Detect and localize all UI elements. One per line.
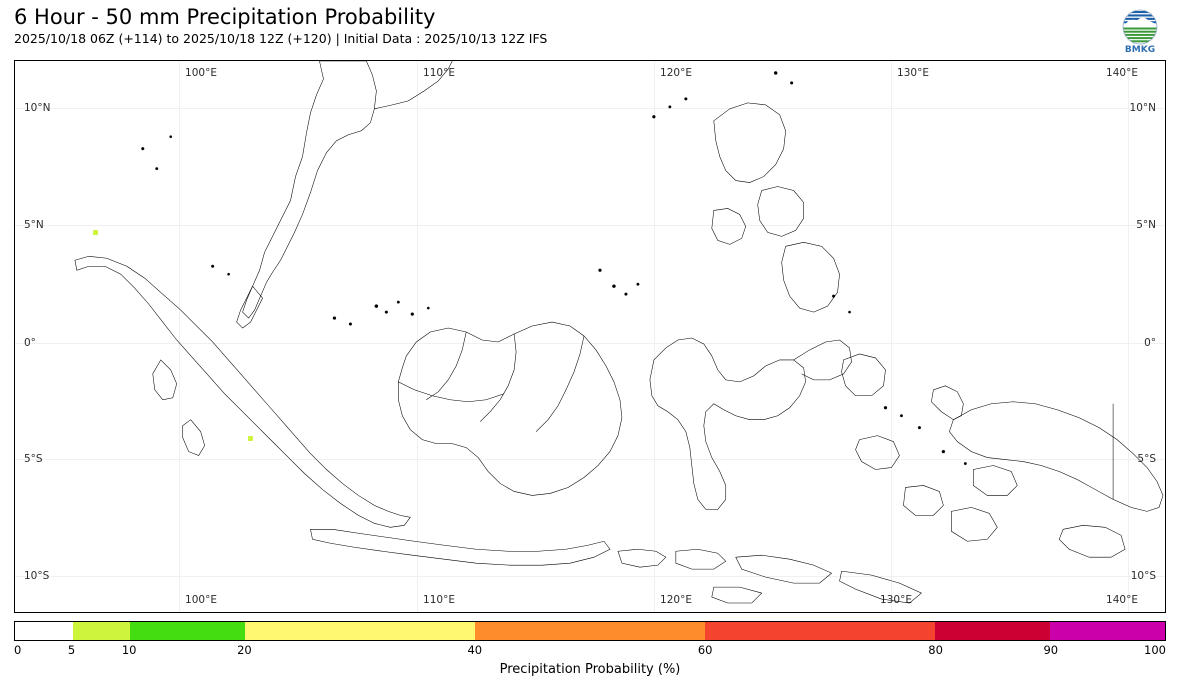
coast-sulawesi bbox=[650, 338, 806, 509]
ytick-left-10n: 10°N bbox=[24, 102, 51, 114]
colorbar-segment-10-20 bbox=[130, 622, 245, 640]
coast-palawan bbox=[712, 208, 746, 244]
ytick-left-10s: 10°S bbox=[24, 570, 50, 582]
coast-timor bbox=[840, 571, 922, 603]
colorbar-container bbox=[14, 621, 1166, 641]
gridline-lon-120 bbox=[654, 61, 655, 612]
coast-birdshead bbox=[931, 386, 963, 420]
colorbar-segment-60-80 bbox=[705, 622, 935, 640]
colorbar-tick-100: 100 bbox=[1144, 643, 1166, 657]
bmkg-logo: BMKG bbox=[1112, 6, 1168, 56]
coast-halmahera bbox=[842, 354, 886, 396]
header: 6 Hour - 50 mm Precipitation Probability… bbox=[14, 4, 1014, 47]
ytick-right-0: 0° bbox=[1144, 337, 1156, 349]
gridline-lon-130 bbox=[891, 61, 892, 612]
border-kalimantan-2 bbox=[480, 334, 516, 422]
colorbar-tick-60: 60 bbox=[697, 643, 713, 657]
colorbar-segment-20-40 bbox=[245, 622, 475, 640]
coast-vietnam bbox=[374, 61, 452, 109]
xtick-top-110e: 110°E bbox=[423, 67, 455, 79]
data-cell-high-2 bbox=[248, 436, 253, 441]
coast-mentawai bbox=[183, 420, 205, 456]
ytick-left-5n: 5°N bbox=[24, 219, 44, 231]
xtick-top-100e: 100°E bbox=[185, 67, 217, 79]
coast-aru bbox=[973, 466, 1017, 496]
coast-lombok-sumbawa bbox=[676, 549, 726, 569]
coast-luzon bbox=[714, 103, 786, 183]
xtick-bottom-140e: 140°E bbox=[1106, 594, 1138, 606]
gridline-lat-5n bbox=[15, 225, 1165, 226]
colorbar-segment-80-90 bbox=[935, 622, 1050, 640]
border-kalimantan-3 bbox=[398, 382, 504, 402]
colorbar-segment-5-10 bbox=[72, 622, 130, 640]
colorbar-tick-5: 5 bbox=[67, 643, 76, 657]
gridline-lon-140 bbox=[1128, 61, 1129, 612]
ytick-right-5s: 5°S bbox=[1137, 453, 1156, 465]
coast-new-guinea bbox=[949, 402, 1163, 512]
gridline-lat-10n bbox=[15, 108, 1165, 109]
coast-java bbox=[310, 529, 609, 565]
xtick-top-140e: 140°E bbox=[1106, 67, 1138, 79]
colorbar-segment-40-60 bbox=[475, 622, 705, 640]
xtick-top-130e: 130°E bbox=[897, 67, 929, 79]
xtick-bottom-120e: 120°E bbox=[660, 594, 692, 606]
colorbar-tick-40: 40 bbox=[467, 643, 483, 657]
border-kalimantan-1 bbox=[426, 332, 466, 400]
island-speckles bbox=[141, 71, 967, 465]
colorbar-tick-20: 20 bbox=[237, 643, 252, 657]
colorbar-tick-80: 80 bbox=[928, 643, 943, 657]
coast-bali bbox=[618, 549, 666, 567]
coast-seram bbox=[856, 436, 900, 470]
colorbar[interactable] bbox=[14, 621, 1166, 641]
coast-mindanao bbox=[782, 242, 840, 312]
coast-buru-kai bbox=[903, 485, 943, 515]
coast-indochina bbox=[243, 61, 377, 318]
ytick-right-10n: 10°N bbox=[1129, 102, 1156, 114]
gridline-lon-100 bbox=[179, 61, 180, 612]
colorbar-axis-label: Precipitation Probability (%) bbox=[499, 662, 681, 677]
coast-sulawesi-north bbox=[794, 340, 852, 380]
page-subtitle: 2025/10/18 06Z (+114) to 2025/10/18 12Z … bbox=[14, 31, 548, 46]
coast-borneo bbox=[398, 322, 622, 495]
coast-malay-south bbox=[237, 286, 263, 328]
ytick-left-5s: 5°S bbox=[24, 453, 43, 465]
gridline-lat-5s bbox=[15, 459, 1165, 460]
colorbar-tick-10: 10 bbox=[121, 643, 137, 657]
coast-sumba bbox=[712, 587, 762, 603]
coast-flores bbox=[736, 555, 832, 583]
coastline-layer bbox=[15, 61, 1165, 612]
coast-sumatra bbox=[75, 256, 410, 527]
xtick-bottom-110e: 110°E bbox=[423, 594, 455, 606]
colorbar-tick-0: 0 bbox=[14, 643, 22, 657]
border-malaysia-borneo bbox=[536, 336, 584, 432]
gridline-lat-0 bbox=[15, 343, 1165, 344]
xtick-bottom-100e: 100°E bbox=[185, 594, 217, 606]
map-plot-area[interactable]: 100°E 110°E 120°E 130°E 140°E 100°E 110°… bbox=[14, 60, 1166, 613]
data-cell-high-1 bbox=[93, 230, 98, 235]
bmkg-logo-icon: BMKG bbox=[1122, 9, 1158, 55]
ytick-right-10s: 10°S bbox=[1130, 570, 1156, 582]
coast-visayas bbox=[758, 187, 804, 237]
ytick-right-5n: 5°N bbox=[1136, 219, 1156, 231]
coast-tanimbar bbox=[951, 507, 997, 541]
coast-australia-nw bbox=[1059, 525, 1125, 557]
gridline-lon-110 bbox=[417, 61, 418, 612]
xtick-top-120e: 120°E bbox=[660, 67, 692, 79]
coast-nias bbox=[153, 360, 177, 400]
page-title: 6 Hour - 50 mm Precipitation Probability bbox=[14, 5, 436, 29]
colorbar-segment-0-5 bbox=[15, 622, 73, 640]
colorbar-tick-90: 90 bbox=[1043, 643, 1059, 657]
ytick-left-0: 0° bbox=[24, 337, 36, 349]
colorbar-segment-90-100 bbox=[1050, 622, 1165, 640]
xtick-bottom-130e: 130°E bbox=[880, 594, 912, 606]
colorbar-ticks: 0 5 10 20 40 60 80 90 100 bbox=[14, 643, 1166, 659]
logo-wordmark: BMKG bbox=[1125, 45, 1155, 55]
gridline-lat-10s bbox=[15, 576, 1165, 577]
